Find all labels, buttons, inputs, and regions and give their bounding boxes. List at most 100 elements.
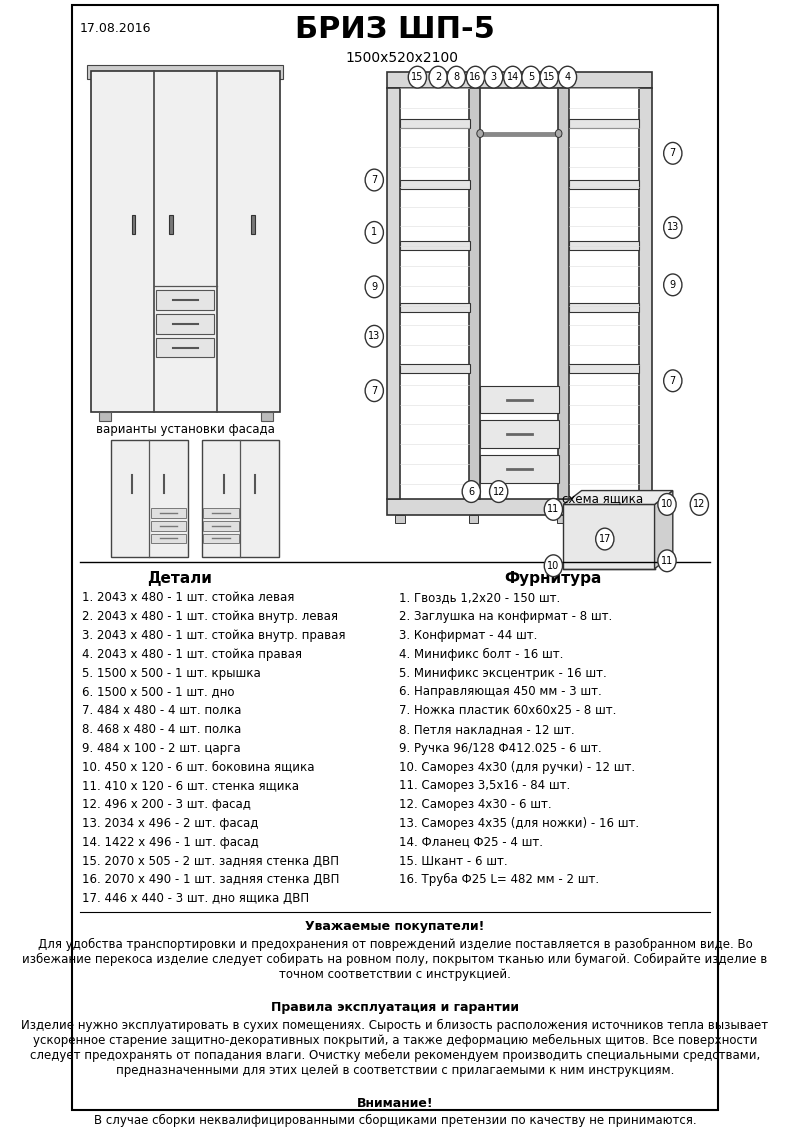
Bar: [400, 241, 470, 250]
Text: 11: 11: [661, 556, 673, 566]
Text: 11. Саморез 3,5х16 - 84 шт.: 11. Саморез 3,5х16 - 84 шт.: [399, 780, 570, 792]
Text: 12: 12: [492, 487, 505, 497]
Bar: [557, 515, 567, 523]
Bar: [480, 385, 559, 414]
Circle shape: [365, 380, 383, 401]
Text: 14: 14: [506, 72, 519, 82]
Text: 5: 5: [528, 72, 534, 82]
Circle shape: [504, 66, 522, 88]
Bar: [400, 118, 470, 127]
Text: 6. Направляющая 450 мм - 3 шт.: 6. Направляющая 450 мм - 3 шт.: [399, 685, 602, 699]
Bar: [204, 508, 239, 517]
Bar: [480, 420, 559, 449]
Circle shape: [365, 222, 383, 243]
Text: 10. Саморез 4х30 (для ручки) - 12 шт.: 10. Саморез 4х30 (для ручки) - 12 шт.: [399, 761, 635, 773]
Text: Детали: Детали: [147, 570, 212, 586]
Text: 12. 496 х 200 - 3 шт. фасад: 12. 496 х 200 - 3 шт. фасад: [82, 798, 251, 811]
Circle shape: [664, 370, 682, 392]
Bar: [204, 533, 239, 543]
Text: 9: 9: [670, 279, 676, 290]
Text: 5. 1500 х 500 - 1 шт. крышка: 5. 1500 х 500 - 1 шт. крышка: [82, 667, 261, 680]
Text: 15: 15: [543, 72, 555, 82]
Text: Для удобства транспортировки и предохранения от повреждений изделие поставляется: Для удобства транспортировки и предохран…: [22, 938, 768, 980]
Bar: [151, 521, 186, 531]
Bar: [400, 364, 470, 373]
Circle shape: [490, 481, 508, 503]
Bar: [88, 65, 283, 79]
Bar: [569, 241, 639, 250]
Text: 4. Минификс болт - 16 шт.: 4. Минификс болт - 16 шт.: [399, 648, 563, 660]
Bar: [111, 441, 188, 557]
Text: 16. Труба Ф25 L= 482 мм - 2 шт.: 16. Труба Ф25 L= 482 мм - 2 шт.: [399, 873, 600, 887]
Text: 15: 15: [412, 72, 423, 82]
Circle shape: [447, 66, 465, 88]
Text: 1: 1: [371, 228, 378, 238]
Text: 17: 17: [599, 534, 611, 544]
Text: 2. 2043 х 480 - 1 шт. стойка внутр. левая: 2. 2043 х 480 - 1 шт. стойка внутр. лева…: [82, 610, 338, 623]
Text: 13: 13: [368, 331, 381, 341]
Text: 14. 1422 х 496 - 1 шт. фасад: 14. 1422 х 496 - 1 шт. фасад: [82, 836, 259, 849]
Text: 8. Петля накладная - 12 шт.: 8. Петля накладная - 12 шт.: [399, 724, 575, 736]
Bar: [204, 521, 239, 531]
Text: 10: 10: [661, 499, 673, 509]
Text: варианты установки фасада: варианты установки фасада: [96, 424, 275, 436]
Circle shape: [477, 130, 483, 137]
Circle shape: [462, 481, 480, 503]
Text: 16: 16: [469, 72, 482, 82]
FancyBboxPatch shape: [72, 5, 718, 1110]
Text: 7: 7: [371, 175, 378, 185]
Text: 12: 12: [693, 499, 705, 509]
Text: 13. Саморез 4х35 (для ножки) - 16 шт.: 13. Саморез 4х35 (для ножки) - 16 шт.: [399, 817, 639, 829]
Text: 13. 2034 х 496 - 2 шт. фасад: 13. 2034 х 496 - 2 шт. фасад: [82, 817, 259, 829]
Text: БРИЗ ШП-5: БРИЗ ШП-5: [295, 15, 495, 44]
Polygon shape: [655, 490, 673, 569]
Text: 14. Фланец Ф25 - 4 шт.: 14. Фланец Ф25 - 4 шт.: [399, 836, 544, 849]
Text: 11: 11: [547, 505, 559, 514]
Text: 13: 13: [667, 222, 679, 232]
Bar: [251, 214, 254, 234]
Bar: [558, 88, 569, 499]
Text: 7. Ножка пластик 60х60х25 - 8 шт.: 7. Ножка пластик 60х60х25 - 8 шт.: [399, 704, 616, 717]
Circle shape: [664, 274, 682, 295]
Text: 10. 450 х 120 - 6 шт. боковина ящика: 10. 450 х 120 - 6 шт. боковина ящика: [82, 761, 315, 773]
Text: Уважаемые покупатели!: Уважаемые покупатели!: [305, 920, 485, 933]
Circle shape: [559, 66, 577, 88]
Text: 10: 10: [547, 561, 559, 570]
Text: 11. 410 х 120 - 6 шт. стенка ящика: 11. 410 х 120 - 6 шт. стенка ящика: [82, 780, 299, 792]
Text: 9: 9: [371, 282, 378, 292]
Circle shape: [664, 216, 682, 239]
Text: 12. Саморез 4х30 - 6 шт.: 12. Саморез 4х30 - 6 шт.: [399, 798, 551, 811]
Text: 17. 446 х 440 - 3 шт. дно ящика ДВП: 17. 446 х 440 - 3 шт. дно ящика ДВП: [82, 893, 310, 905]
Circle shape: [544, 554, 562, 577]
Bar: [468, 515, 479, 523]
Circle shape: [690, 494, 709, 515]
Polygon shape: [563, 490, 673, 505]
Circle shape: [596, 529, 614, 550]
Bar: [151, 533, 186, 543]
Text: 1500x520x2100: 1500x520x2100: [345, 52, 458, 65]
Circle shape: [466, 66, 484, 88]
Text: 6. 1500 х 500 - 1 шт. дно: 6. 1500 х 500 - 1 шт. дно: [82, 685, 235, 699]
Text: 7: 7: [670, 375, 676, 385]
Text: 2: 2: [435, 72, 442, 82]
Bar: [99, 412, 111, 421]
Circle shape: [484, 66, 502, 88]
Text: 16. 2070 х 490 - 1 шт. задняя стенка ДВП: 16. 2070 х 490 - 1 шт. задняя стенка ДВП: [82, 873, 340, 886]
Circle shape: [658, 494, 676, 515]
Text: 8. 468 х 480 - 4 шт. полка: 8. 468 х 480 - 4 шт. полка: [82, 724, 242, 736]
Text: 4. 2043 х 480 - 1 шт. стойка правая: 4. 2043 х 480 - 1 шт. стойка правая: [82, 648, 303, 660]
Bar: [639, 88, 652, 499]
Bar: [156, 314, 214, 334]
Bar: [201, 441, 279, 557]
Bar: [91, 71, 280, 412]
Bar: [387, 88, 400, 499]
Text: 9. Ручка 96/128 Ф412.025 - 6 шт.: 9. Ручка 96/128 Ф412.025 - 6 шт.: [399, 742, 602, 755]
Text: 6: 6: [468, 487, 474, 497]
Text: 1. 2043 х 480 - 1 шт. стойка левая: 1. 2043 х 480 - 1 шт. стойка левая: [82, 592, 295, 604]
Text: 17.08.2016: 17.08.2016: [80, 21, 152, 35]
Text: 3. 2043 х 480 - 1 шт. стойка внутр. правая: 3. 2043 х 480 - 1 шт. стойка внутр. прав…: [82, 629, 346, 642]
Circle shape: [555, 130, 562, 137]
Text: 1. Гвоздь 1,2х20 - 150 шт.: 1. Гвоздь 1,2х20 - 150 шт.: [399, 592, 560, 604]
Text: 3. Конфирмат - 44 шт.: 3. Конфирмат - 44 шт.: [399, 629, 537, 642]
Circle shape: [544, 498, 562, 521]
